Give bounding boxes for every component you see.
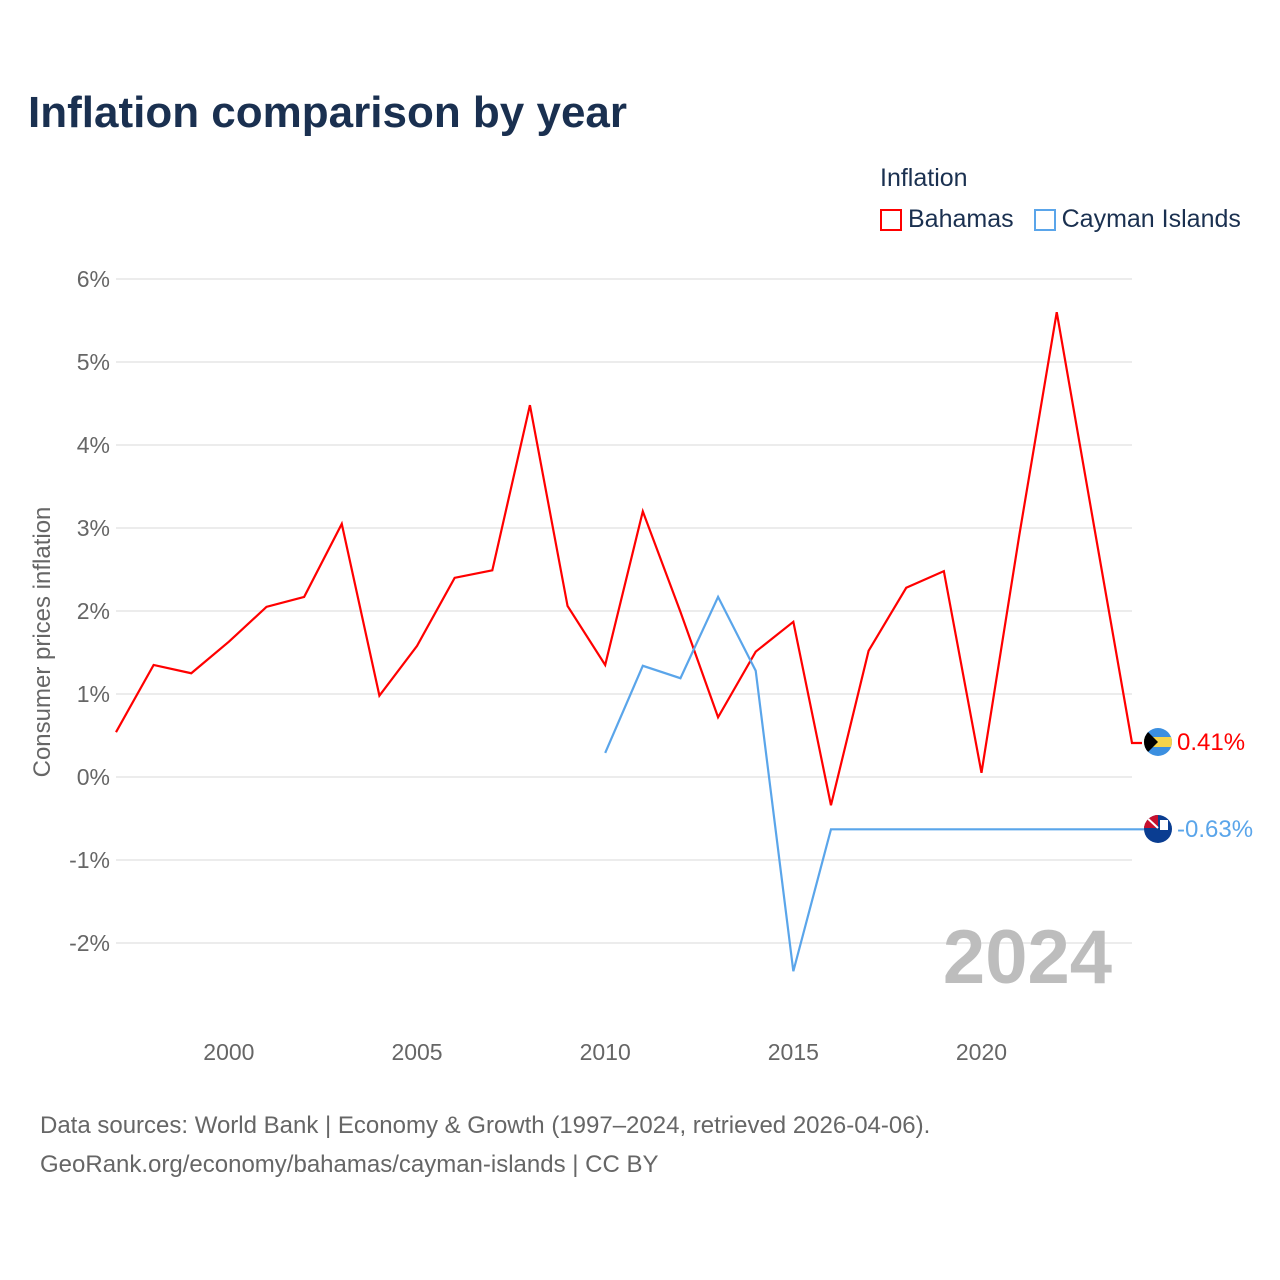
x-tick-label: 2015 bbox=[768, 1039, 819, 1065]
y-tick-label: 3% bbox=[77, 515, 110, 541]
end-label-bahamas: 0.41% bbox=[1177, 729, 1245, 756]
x-tick-label: 2020 bbox=[956, 1039, 1007, 1065]
y-tick-label: 1% bbox=[77, 681, 110, 707]
series-line-cayman-islands bbox=[604, 594, 1144, 972]
source-line-1: Data sources: World Bank | Economy & Gro… bbox=[40, 1112, 931, 1139]
x-tick-label: 2010 bbox=[580, 1039, 631, 1065]
legend-swatch-cayman bbox=[1033, 208, 1056, 231]
y-tick-label: -1% bbox=[69, 847, 110, 873]
x-tick-label: 2000 bbox=[203, 1039, 254, 1065]
chart-title: Inflation comparison by year bbox=[28, 88, 628, 137]
legend-item-cayman[interactable]: Cayman Islands bbox=[1033, 205, 1241, 234]
legend-label-cayman: Cayman Islands bbox=[1061, 205, 1241, 233]
legend-item-bahamas[interactable]: Bahamas bbox=[880, 205, 1014, 234]
y-tick-label: -2% bbox=[69, 930, 110, 956]
series-line-bahamas bbox=[115, 312, 1142, 806]
bahamas-flag-icon bbox=[1144, 728, 1172, 756]
legend-title: Inflation bbox=[880, 164, 968, 192]
legend-swatch-bahamas bbox=[880, 208, 902, 231]
y-tick-label: 4% bbox=[77, 432, 110, 458]
legend-label-bahamas: Bahamas bbox=[908, 205, 1014, 233]
y-axis-label: Consumer prices inflation bbox=[29, 507, 56, 778]
y-tick-label: 2% bbox=[77, 598, 110, 624]
legend: Bahamas Cayman Islands bbox=[880, 205, 1241, 234]
year-watermark: 2024 bbox=[943, 915, 1112, 1000]
y-tick-label: 6% bbox=[77, 266, 110, 292]
cayman-flag-icon bbox=[1144, 815, 1172, 843]
y-tick-label: 0% bbox=[77, 764, 110, 790]
y-tick-label: 5% bbox=[77, 349, 110, 375]
source-line-2[interactable]: GeoRank.org/economy/bahamas/cayman-islan… bbox=[40, 1151, 659, 1178]
source-note: Data sources: World Bank | Economy & Gro… bbox=[40, 1106, 930, 1184]
x-tick-label: 2005 bbox=[391, 1039, 442, 1065]
end-label-cayman: -0.63% bbox=[1177, 816, 1253, 843]
